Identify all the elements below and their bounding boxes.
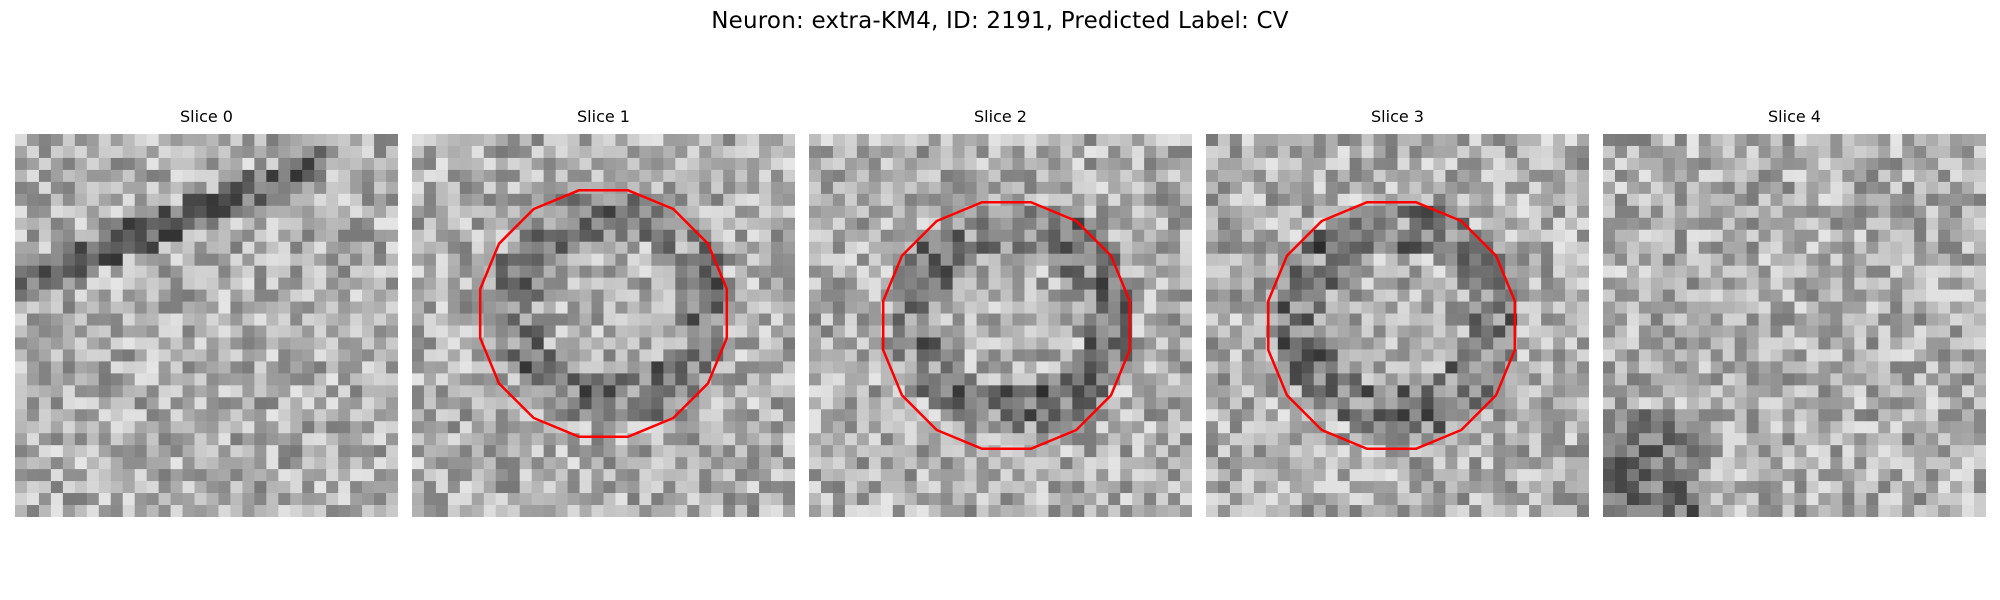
slice-title-4: Slice 4: [1768, 107, 1821, 126]
pixel-grid: [1603, 134, 1986, 517]
figure-title: Neuron: extra-KM4, ID: 2191, Predicted L…: [711, 8, 1289, 34]
slice-panel-4: Slice 4: [1603, 105, 1986, 517]
segmentation-contour: [478, 189, 729, 439]
slice-image-1: [412, 134, 795, 517]
slice-title-1: Slice 1: [577, 107, 630, 126]
slice-panel-3: Slice 3: [1206, 105, 1589, 517]
slice-title-0: Slice 0: [180, 107, 233, 126]
segmentation-contour: [881, 200, 1131, 451]
pixel-grid: [15, 134, 398, 517]
slice-panel-2: Slice 2: [809, 105, 1192, 517]
pixel-grid: [1206, 134, 1589, 517]
slice-image-4: [1603, 134, 1986, 517]
slice-image-0: [15, 134, 398, 517]
slice-title-2: Slice 2: [974, 107, 1027, 126]
slice-image-3: [1206, 134, 1589, 517]
slice-panel-1: Slice 1: [412, 105, 795, 517]
segmentation-contour: [1267, 200, 1517, 451]
pixel-grid: [809, 134, 1192, 517]
slice-panel-0: Slice 0: [15, 105, 398, 517]
pixel-grid: [412, 134, 795, 517]
slice-image-2: [809, 134, 1192, 517]
slice-title-3: Slice 3: [1371, 107, 1424, 126]
